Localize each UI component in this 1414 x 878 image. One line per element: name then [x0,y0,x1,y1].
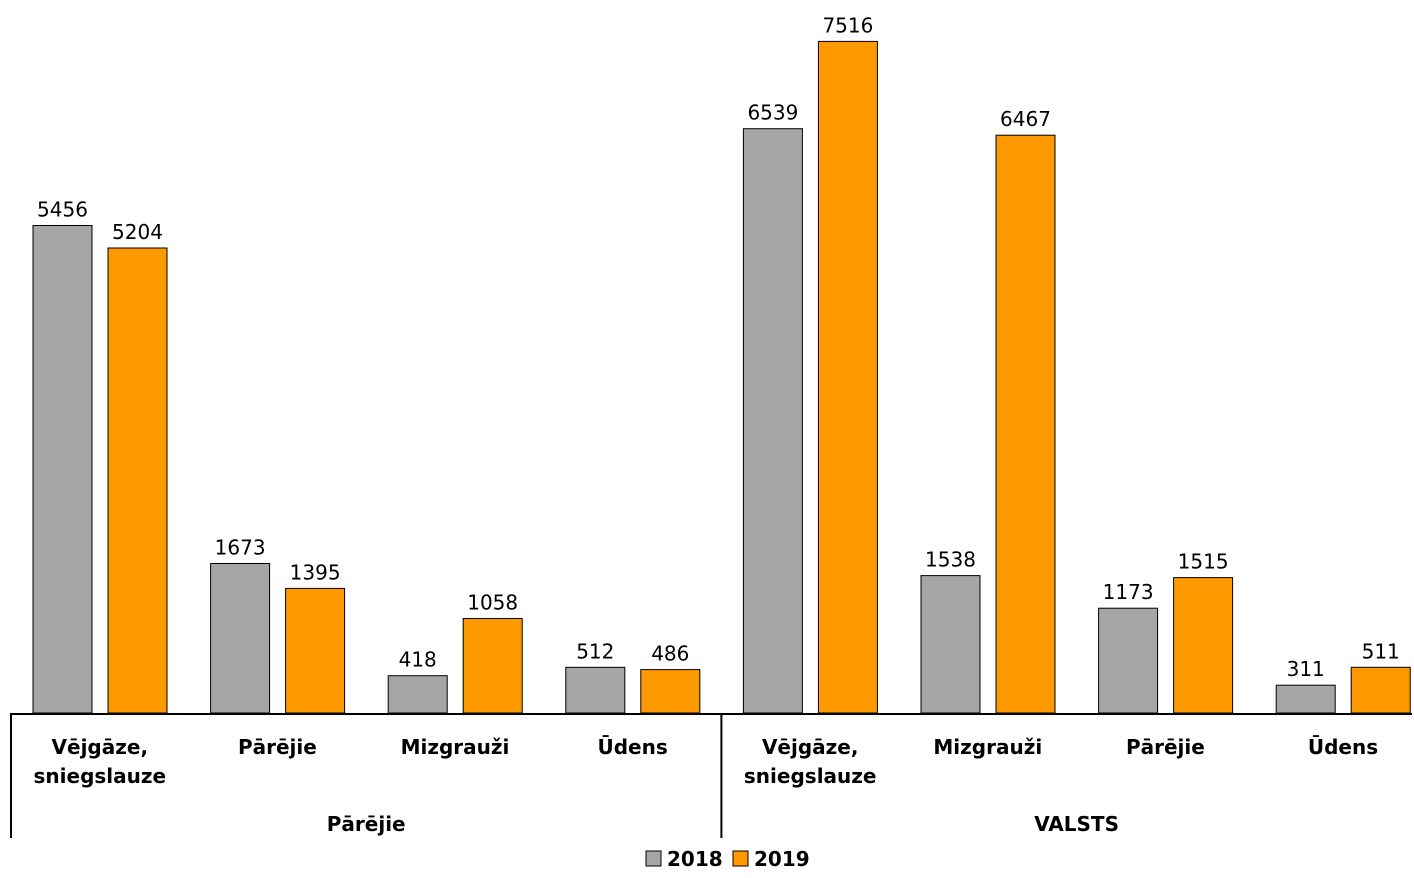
bar-2018-0 [32,225,93,714]
tick-label-4: Vējgāze, sniegslauze [744,735,877,788]
bar-2019-2 [462,618,523,714]
data-label-2018-7: 311 [1287,657,1325,681]
tick-label-1: Pārējie [238,735,317,759]
data-label-2019-7: 511 [1362,639,1400,663]
bar-2019-1 [285,587,346,714]
data-label-2019-6: 1515 [1178,550,1229,574]
bar-2018-5 [920,575,981,714]
data-label-2019-0: 5204 [112,220,163,244]
tick-label-3: Ūdens [597,735,667,759]
data-label-2018-1: 1673 [215,536,266,560]
data-label-2019-1: 1395 [290,560,341,584]
bar-2019-0 [107,247,168,714]
tick-label-5: Mizgrauži [933,735,1042,759]
bar-2019-4 [817,40,878,714]
legend-swatch-2019 [732,850,749,867]
data-label-2018-3: 512 [576,639,614,663]
tick-label-7: Ūdens [1308,735,1378,759]
tick-label-2: Mizgrauži [401,735,510,759]
data-label-2019-2: 1058 [467,591,518,615]
bar-2019-7 [1350,666,1411,714]
data-label-2019-4: 7516 [822,13,873,37]
bar-2018-7 [1275,684,1336,714]
data-label-2018-5: 1538 [925,548,976,572]
tick-label-0: Vējgāze, sniegslauze [34,735,167,788]
legend-swatch-2018 [645,850,662,867]
bar-2018-3 [565,666,626,714]
data-label-2018-4: 6539 [747,101,798,125]
bar-2019-5 [995,134,1056,714]
data-label-2019-3: 486 [651,642,689,666]
data-label-2019-5: 6467 [1000,107,1051,131]
legend-label-2019: 2019 [754,847,810,871]
bar-2019-3 [640,669,701,714]
tick-label-6: Pārējie [1126,735,1205,759]
bar-2018-1 [210,563,271,714]
data-label-2018-2: 418 [399,648,437,672]
data-label-2018-0: 5456 [37,198,88,222]
group-label-0: Pārējie [327,812,406,836]
bar-2018-2 [387,675,448,714]
bar-2018-6 [1098,607,1159,714]
group-label-1: VALSTS [1034,812,1119,836]
data-label-2018-6: 1173 [1103,580,1154,604]
bar-2018-4 [742,128,803,714]
bar-2019-6 [1173,577,1234,714]
legend-label-2018: 2018 [667,847,723,871]
